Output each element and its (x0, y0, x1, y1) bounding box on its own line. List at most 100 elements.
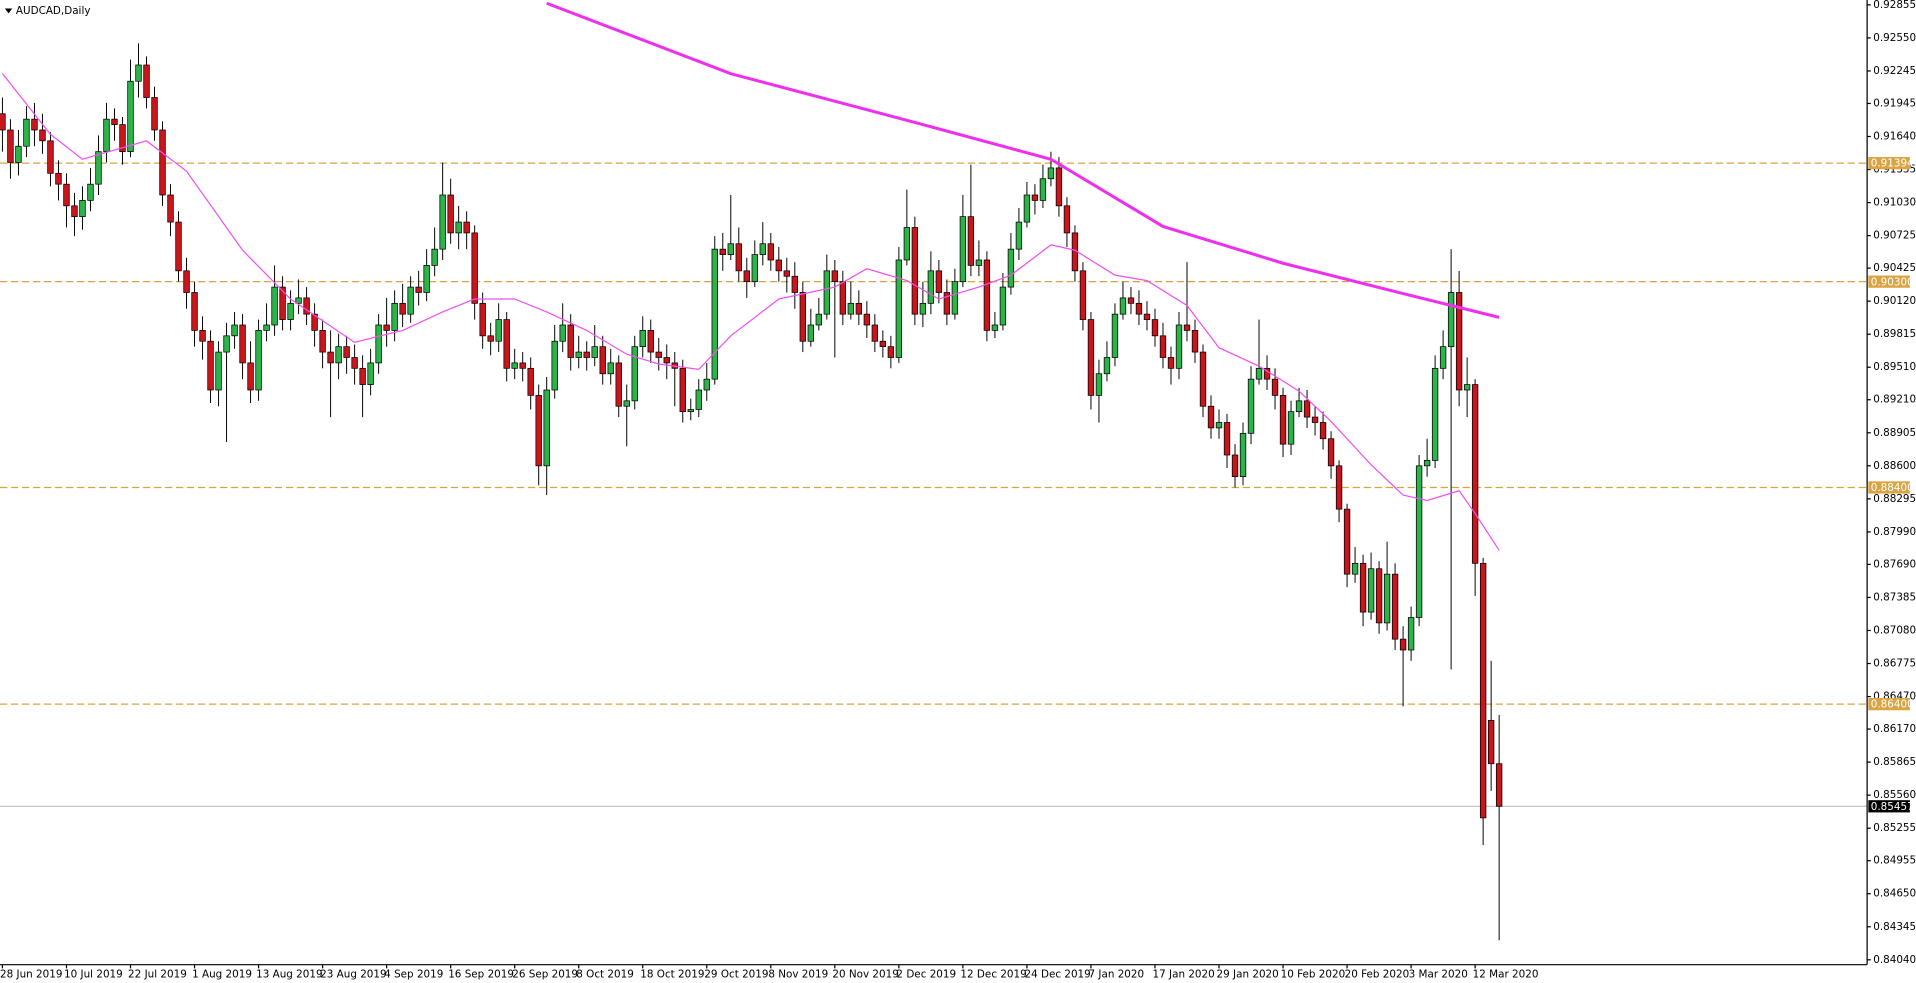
y-tick-label: 0.89510 (1873, 361, 1916, 373)
candle-body (1239, 432, 1247, 478)
candle-body (583, 351, 590, 358)
candle-body (1159, 335, 1167, 358)
candle-body (1391, 573, 1399, 640)
candle-body (695, 389, 702, 410)
moving-average (1, 73, 1500, 551)
candle-body (1399, 638, 1407, 651)
candle-body (407, 286, 414, 315)
candle-body (1335, 465, 1343, 510)
candle-body (1423, 460, 1431, 467)
candle-body (495, 319, 502, 342)
candle-body (1319, 422, 1327, 440)
candle-body (631, 346, 638, 402)
x-tick-label: 12 Mar 2020 (1473, 968, 1539, 980)
candle-body (39, 129, 46, 142)
candle-body (479, 302, 486, 337)
x-tick-label: 18 Oct 2019 (640, 968, 704, 980)
candle-body (399, 302, 406, 315)
candle-body (719, 248, 726, 255)
candle-body (423, 265, 430, 293)
candle-body (63, 183, 70, 207)
y-tick-label: 0.92245 (1873, 65, 1916, 77)
candle-body (1263, 367, 1271, 380)
candle-body (1367, 568, 1375, 613)
x-tick-label: 29 Jan 2020 (1217, 968, 1279, 980)
candle-body (1199, 351, 1207, 407)
x-tick-label: 23 Aug 2019 (320, 968, 386, 980)
candle-body (1471, 384, 1479, 564)
candle-body (103, 118, 110, 153)
candle-body (543, 389, 550, 467)
candle-body (1223, 422, 1231, 456)
candle-body (1359, 562, 1367, 613)
chart-title: AUDCAD,Daily (16, 5, 91, 17)
candle-body (967, 216, 975, 266)
candle-body (1415, 465, 1423, 618)
x-tick-label: 20 Feb 2020 (1345, 968, 1410, 980)
candle-body (855, 302, 863, 315)
menu-arrow[interactable] (4, 8, 13, 14)
candle-body (871, 324, 879, 342)
candle-body (127, 80, 134, 153)
candle-body (863, 313, 871, 326)
candle-body (1407, 617, 1415, 651)
x-tick-label: 24 Dec 2019 (1024, 968, 1090, 980)
candle-body (1119, 297, 1127, 315)
candle-body (1031, 194, 1039, 201)
candle-body (223, 335, 230, 353)
candle-body (431, 248, 438, 266)
candle-body (183, 270, 190, 293)
last-price-label: 0.85457 (1871, 801, 1914, 813)
candle-body (807, 324, 814, 342)
candle-body (1255, 367, 1263, 380)
y-tick-label: 0.85560 (1873, 789, 1916, 801)
candle-body (1215, 422, 1223, 429)
candle-body (1207, 405, 1215, 429)
x-tick-label: 26 Sep 2019 (512, 968, 578, 980)
candle-body (79, 200, 86, 218)
candle-body (687, 409, 694, 413)
candle-body (0, 113, 6, 131)
candle-body (1015, 221, 1023, 250)
candle-body (895, 259, 903, 358)
candle-body (95, 151, 102, 185)
x-tick-label: 3 Mar 2020 (1409, 968, 1468, 980)
level-label: 0.88400 (1871, 482, 1914, 494)
y-tick-label: 0.85865 (1873, 756, 1916, 768)
x-tick-label: 12 Dec 2019 (960, 968, 1026, 980)
candle-body (351, 357, 358, 369)
candle-body (1295, 400, 1303, 413)
candle-body (1487, 720, 1495, 765)
x-tick-label: 1 Aug 2019 (192, 968, 252, 980)
candle-body (887, 346, 895, 358)
candle-body (959, 216, 967, 283)
candle-body (1175, 324, 1183, 369)
candle-body (311, 313, 318, 331)
candle-body (1351, 562, 1359, 575)
candle-body (7, 129, 14, 163)
candle-body (591, 346, 598, 358)
candle-body (199, 330, 206, 342)
candle-body (943, 292, 951, 315)
candle-body (799, 292, 806, 342)
candle-body (1095, 373, 1103, 396)
candle-body (1079, 270, 1087, 320)
candle-body (1431, 367, 1439, 461)
candle-body (599, 346, 606, 375)
x-tick-label: 7 Jan 2020 (1089, 968, 1145, 980)
candle-body (55, 172, 62, 185)
candle-body (239, 324, 246, 364)
candle-body (655, 351, 662, 358)
candle-body (927, 270, 935, 304)
y-tick-label: 0.86170 (1873, 723, 1916, 735)
candle-body (271, 286, 278, 326)
x-tick-label: 29 Oct 2019 (704, 968, 768, 980)
y-tick-label: 0.91030 (1873, 197, 1916, 209)
candle-body (791, 275, 798, 293)
candle-body (23, 118, 30, 147)
candle-body (935, 270, 943, 293)
level-box (1868, 698, 1910, 711)
candle-body (263, 324, 270, 331)
